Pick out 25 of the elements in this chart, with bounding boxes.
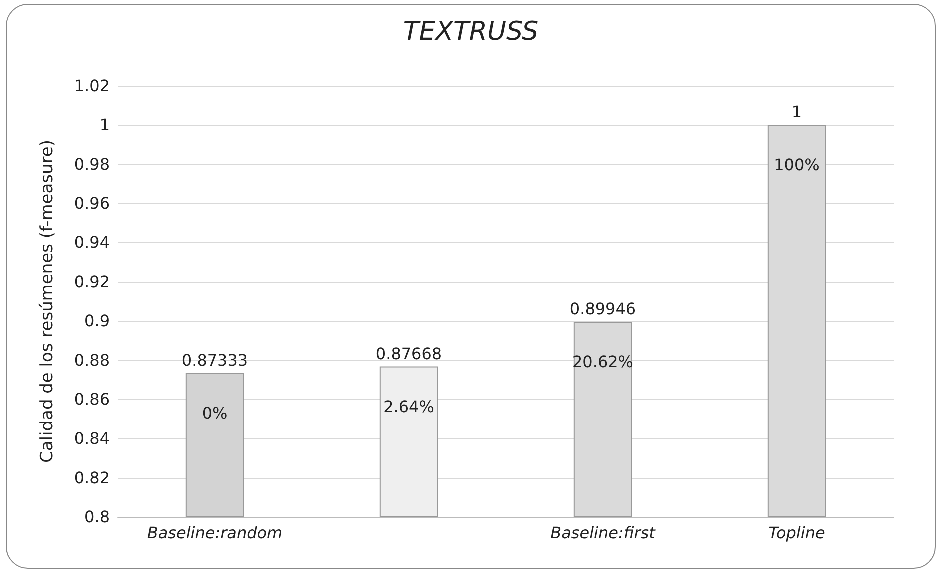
y-tick-label: 0.9	[84, 312, 110, 331]
y-tick-label: 0.8	[84, 508, 110, 526]
x-tick-label: Topline	[768, 524, 826, 542]
y-tick-label: 0.84	[74, 429, 110, 448]
annotation: 20.62%	[572, 352, 634, 372]
y-tick-label: 1.02	[74, 76, 110, 96]
data-label: 1	[792, 102, 802, 122]
y-tick-label: 0.94	[74, 233, 110, 252]
annotation: 100%	[774, 156, 820, 175]
data-label: 0.87668	[376, 344, 442, 364]
annotation: 0%	[202, 404, 228, 423]
y-axis-title: Calidad de los resúmenes (f-measure)	[38, 140, 58, 463]
annotation: 2.64%	[384, 397, 434, 416]
chart-title: TEXTRUSS	[403, 17, 539, 47]
y-tick-label: 0.96	[74, 194, 110, 214]
y-tick-label: 0.82	[74, 468, 110, 488]
y-tick-label: 0.98	[74, 154, 110, 174]
y-tick-label: 0.92	[74, 272, 110, 292]
x-tick-label: Baseline:random	[147, 524, 283, 542]
x-tick-label: Baseline:first	[550, 524, 656, 542]
y-tick-label: 0.86	[74, 390, 110, 409]
data-label: 0.89946	[570, 300, 636, 319]
y-tick-label: 1	[100, 116, 110, 135]
y-tick-label: 0.88	[74, 350, 110, 370]
data-label: 0.87333	[182, 350, 248, 370]
